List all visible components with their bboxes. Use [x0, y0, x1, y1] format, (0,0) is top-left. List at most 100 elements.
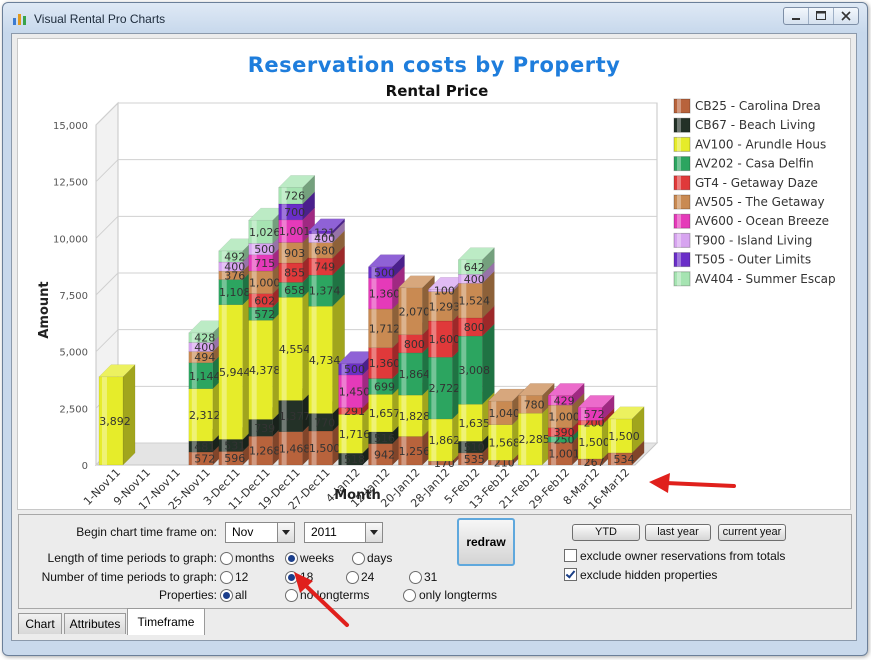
bar-highlight [371, 266, 377, 279]
begin-year-select[interactable]: 2011 [304, 522, 383, 543]
legend-label: AV404 - Summer Escap [695, 272, 836, 286]
radio-24[interactable] [346, 571, 359, 584]
legend-swatch-highlight [677, 99, 681, 113]
bar-highlight [461, 317, 467, 337]
radio-24-label: 24 [361, 570, 375, 584]
radio-weeks[interactable] [285, 552, 298, 565]
exclude-hidden-checkbox[interactable] [564, 568, 577, 581]
bar-highlight [281, 219, 287, 243]
bar-side [631, 440, 645, 466]
data-label: 2,070 [399, 305, 431, 318]
bar-highlight [581, 420, 587, 425]
data-label: 494 [194, 351, 215, 364]
legend-swatch-highlight [677, 252, 681, 267]
x-axis-label: Month [334, 488, 381, 503]
tab-attributes[interactable]: Attributes [64, 613, 126, 634]
bar [517, 412, 543, 466]
exclude-owner-checkbox[interactable] [564, 549, 577, 562]
bar-highlight [431, 418, 437, 462]
data-label: 1,864 [399, 368, 431, 381]
bar-highlight [191, 452, 197, 465]
data-label: 390 [554, 426, 575, 439]
y-tick-label: 12,500 [53, 178, 88, 189]
legend-swatch-highlight [677, 233, 681, 248]
bar [278, 431, 303, 466]
legend-swatch [673, 156, 691, 172]
data-label: 518 [344, 453, 365, 466]
last-year-button[interactable]: last year [645, 524, 711, 541]
bar-top [607, 406, 645, 420]
bar [398, 394, 423, 437]
radio-days[interactable] [352, 552, 365, 565]
minimize-button[interactable] [784, 8, 809, 24]
legend-item: GT4 - Getaway Daze [673, 175, 818, 191]
radio-no-longterms[interactable] [285, 589, 298, 602]
bar [188, 388, 214, 442]
bar-top [547, 383, 585, 396]
tab-timeframe[interactable]: Timeframe [127, 608, 205, 635]
legend-swatch [673, 98, 691, 114]
bar-highlight [221, 439, 227, 452]
data-label: 1,026 [249, 226, 281, 239]
bar-segment: 1,001 [278, 207, 316, 244]
data-label: 3,008 [459, 364, 491, 377]
bar-highlight [311, 230, 317, 234]
bar-highlight [281, 242, 287, 263]
tab-chart[interactable]: Chart [18, 613, 62, 634]
chart-panel: Reservation costs by Property Rental Pri… [17, 38, 851, 510]
data-label: 1,600 [429, 333, 461, 346]
bar-highlight [611, 452, 617, 465]
bar-highlight [311, 306, 317, 414]
bar-highlight [221, 271, 227, 280]
bar [458, 404, 483, 442]
bar-highlight [251, 220, 257, 244]
radio-all[interactable] [220, 589, 233, 602]
bar-highlight [431, 357, 437, 419]
radio-31[interactable] [409, 571, 422, 584]
data-label: 1,360 [369, 357, 401, 370]
radio-months[interactable] [220, 552, 233, 565]
bar-highlight [401, 287, 407, 335]
bar-highlight [611, 418, 617, 453]
data-label: 1,500 [309, 442, 341, 455]
y-tick-label: 0 [82, 461, 88, 472]
bar-highlight [431, 320, 437, 358]
maximize-button[interactable] [809, 8, 834, 24]
legend-label: T900 - Island Living [694, 233, 812, 247]
radio-months-label: months [235, 551, 275, 565]
ytd-button[interactable]: YTD [572, 524, 640, 541]
bar-highlight [401, 436, 407, 465]
legend-swatch-highlight [677, 137, 681, 152]
legend-item: T505 - Outer Limits [673, 252, 811, 268]
redraw-button[interactable]: redraw [457, 518, 515, 566]
begin-month-select[interactable]: Nov [225, 522, 295, 543]
legend-label: T505 - Outer Limits [694, 253, 811, 267]
data-label: 642 [464, 261, 485, 274]
bar [398, 287, 423, 335]
timeframe-controls: Begin chart time frame on: Nov 2011 redr… [18, 514, 852, 609]
bar-highlight [551, 436, 557, 443]
radio-weeks-label: weeks [300, 551, 335, 565]
bar-side [482, 261, 495, 284]
bar [308, 305, 333, 414]
bar-top [457, 247, 496, 261]
bar-highlight [251, 254, 257, 271]
legend-label: GT4 - Getaway Daze [695, 176, 818, 190]
data-label: 531 [224, 439, 245, 452]
bar [577, 424, 603, 460]
bar-highlight [371, 347, 377, 379]
close-button[interactable] [834, 8, 858, 24]
current-year-button[interactable]: current year [718, 524, 786, 541]
data-label: 267 [584, 456, 605, 469]
bar-highlight [221, 279, 227, 305]
app-chart-icon [13, 14, 26, 25]
bar [368, 308, 393, 348]
radio-only-longterms[interactable] [403, 589, 416, 602]
radio-18[interactable] [285, 571, 298, 584]
bar-highlight [581, 424, 587, 459]
bar [398, 352, 423, 396]
data-label: 500 [254, 243, 275, 256]
radio-12[interactable] [220, 571, 233, 584]
bar-highlight [461, 274, 467, 284]
data-label: 2,722 [429, 382, 461, 395]
